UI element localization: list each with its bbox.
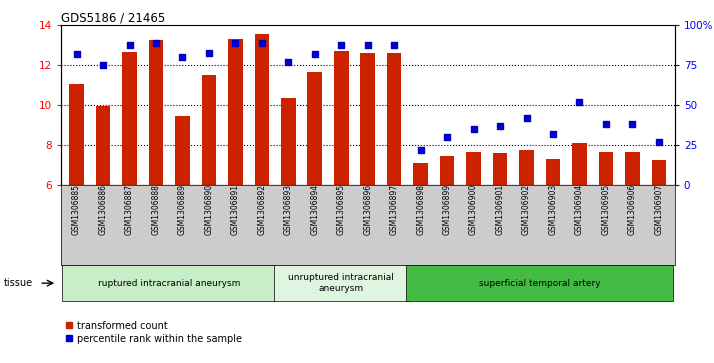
Bar — [413, 163, 428, 185]
Bar — [625, 152, 640, 185]
Point — [71, 51, 82, 57]
Text: superficial temporal artery: superficial temporal artery — [479, 279, 600, 287]
Bar — [228, 39, 243, 185]
Point — [124, 42, 135, 48]
Bar — [361, 53, 375, 185]
Bar — [122, 52, 137, 185]
Text: unruptured intracranial
aneurysm: unruptured intracranial aneurysm — [288, 273, 394, 293]
Point — [653, 139, 665, 145]
Bar — [334, 52, 348, 185]
Bar — [281, 98, 296, 185]
Bar — [149, 40, 164, 185]
Text: ruptured intracranial aneurysm: ruptured intracranial aneurysm — [98, 279, 241, 287]
Bar — [466, 152, 481, 185]
Text: GDS5186 / 21465: GDS5186 / 21465 — [61, 11, 165, 24]
Point — [468, 126, 479, 132]
Bar — [175, 116, 190, 185]
Bar — [545, 159, 560, 185]
Bar — [69, 84, 84, 185]
Legend: transformed count, percentile rank within the sample: transformed count, percentile rank withi… — [66, 321, 242, 344]
Point — [177, 54, 188, 60]
Bar — [493, 153, 508, 185]
Point — [441, 134, 453, 140]
Point — [362, 42, 373, 48]
Point — [150, 40, 161, 46]
Point — [600, 122, 612, 127]
Point — [309, 51, 321, 57]
Point — [97, 62, 109, 68]
Bar — [572, 143, 587, 185]
Point — [521, 115, 532, 121]
Point — [388, 42, 400, 48]
Point — [415, 147, 426, 153]
Bar — [598, 152, 613, 185]
Bar — [201, 75, 216, 185]
Bar — [273, 265, 408, 301]
Bar — [62, 265, 276, 301]
Bar — [255, 34, 269, 185]
Point — [574, 99, 585, 105]
Bar — [519, 150, 534, 185]
Point — [203, 50, 215, 56]
Point — [547, 131, 558, 137]
Point — [230, 40, 241, 46]
Bar — [308, 72, 322, 185]
Point — [336, 42, 347, 48]
Point — [283, 59, 294, 65]
Point — [494, 123, 506, 129]
Bar — [387, 53, 401, 185]
Point — [256, 40, 268, 46]
Bar — [406, 265, 673, 301]
Bar — [652, 160, 666, 185]
Bar — [96, 106, 111, 185]
Bar — [440, 156, 454, 185]
Point — [627, 122, 638, 127]
Text: tissue: tissue — [4, 278, 33, 288]
